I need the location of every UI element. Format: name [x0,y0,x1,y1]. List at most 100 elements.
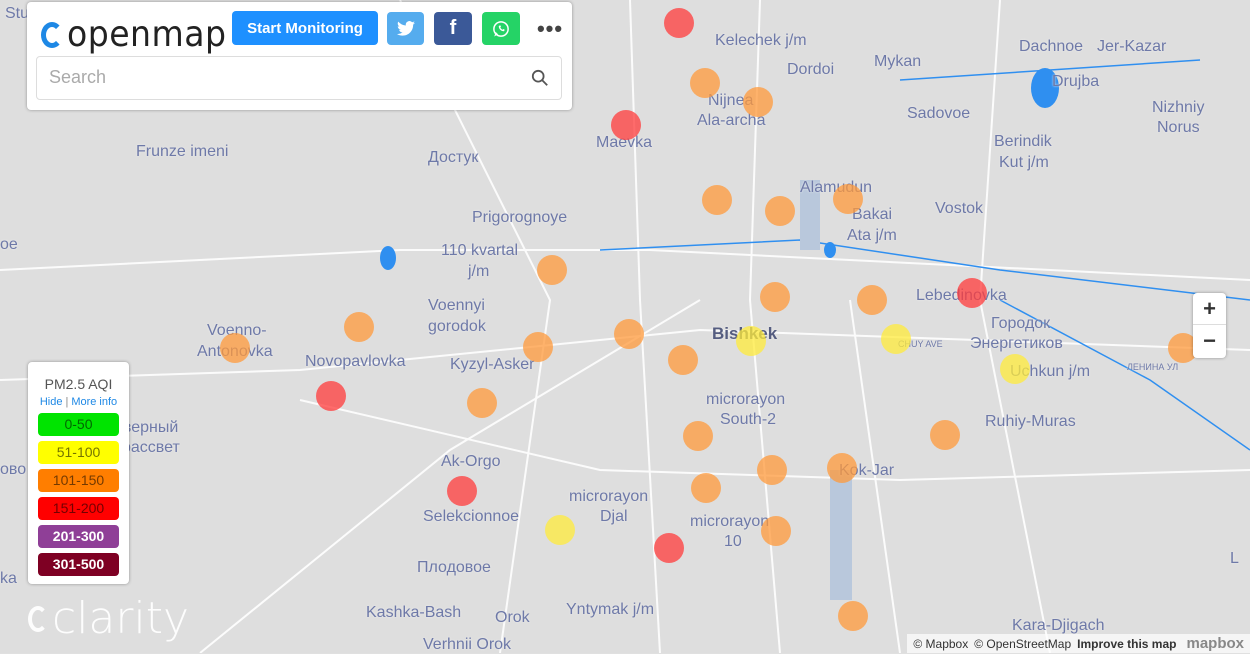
map-place-label: CHUY AVE [898,339,943,349]
clarity-logo-icon [28,605,48,632]
aqi-sensor-marker[interactable] [761,516,791,546]
whatsapp-icon [493,20,509,37]
aqi-sensor-marker[interactable] [220,333,250,363]
whatsapp-share-button[interactable] [482,12,520,45]
map-place-label: Mykan [874,53,922,70]
map-place-label: j/m [468,263,490,280]
more-options-button[interactable]: ••• [536,16,564,41]
aqi-sensor-marker[interactable] [447,476,477,506]
zoom-out-button[interactable]: − [1203,328,1216,353]
openmap-logo[interactable]: openmap [41,14,240,55]
aqi-sensor-marker[interactable] [757,455,787,485]
aqi-sensor-marker[interactable] [537,255,567,285]
map-place-label: Ata j/m [847,227,897,244]
aqi-sensor-marker[interactable] [957,278,987,308]
map-place-label: microrayon [706,391,786,408]
aqi-sensor-marker[interactable] [833,184,863,214]
map-place-label: Kyzyl-Asker [450,356,535,373]
map-place-label: Nijnea [708,92,754,109]
map-place-label: Городок [991,315,1051,332]
aqi-sensor-marker[interactable] [881,324,911,354]
mapbox-logo[interactable]: mapbox [1186,635,1244,652]
aqi-sensor-marker[interactable] [668,345,698,375]
aqi-sensor-marker[interactable] [523,332,553,362]
logo-text: openmap [67,14,227,55]
map-place-label: Norus [1157,119,1200,136]
aqi-sensor-marker[interactable] [760,282,790,312]
aqi-sensor-marker[interactable] [467,388,497,418]
legend-title: PM2.5 AQI [44,376,113,392]
map-place-label: Ala-archa [697,112,766,129]
map-place-label: Dachnoe [1019,38,1084,55]
legend-level: 51-100 [38,441,119,464]
map-place-label: Jer-Kazar [1097,38,1167,55]
map-place-label: Достук [428,149,479,166]
zoom-in-button[interactable]: + [1193,293,1226,325]
map-place-label: Bakai [852,206,893,223]
twitter-share-button[interactable] [387,12,424,45]
map-place-label: еверный [114,419,179,436]
search-box [36,56,562,100]
map-place-label: Stu [5,5,30,22]
facebook-icon: f [449,17,457,39]
legend-level: 0-50 [38,413,119,436]
legend-level: 301-500 [38,553,119,576]
aqi-sensor-marker[interactable] [316,381,346,411]
map-place-label: рассвет [122,439,180,456]
aqi-sensor-marker[interactable] [765,196,795,226]
map-place-label: Prigorognoye [472,209,568,226]
aqi-sensor-marker[interactable] [344,312,374,342]
aqi-sensor-marker[interactable] [838,601,868,631]
improve-map-link[interactable]: Improve this map [1077,636,1177,651]
aqi-sensor-marker[interactable] [1000,354,1030,384]
aqi-sensor-marker[interactable] [611,110,641,140]
aqi-sensor-marker[interactable] [690,68,720,98]
legend-level: 201-300 [38,525,119,548]
aqi-sensor-marker[interactable] [654,533,684,563]
map-place-label: Selekcionnoe [423,508,520,525]
map-place-label: Dordoi [787,61,835,78]
map-place-label: microrayon [569,488,649,505]
clarity-logo: clarity [28,593,189,644]
aqi-sensor-marker[interactable] [702,185,732,215]
aqi-sensor-marker[interactable] [614,319,644,349]
facebook-share-button[interactable]: f [434,12,472,45]
legend-more-info-link[interactable]: More info [71,396,118,408]
search-icon[interactable] [531,69,549,87]
map-place-label: Uchkun j/m [1010,363,1091,380]
map-place-label: Kut j/m [999,154,1049,171]
search-input[interactable] [49,57,519,97]
aqi-sensor-marker[interactable] [930,420,960,450]
map-place-label: ka [0,570,17,587]
aqi-legend: PM2.5 AQI Hide | More info 0-50 51-100 101-1… [28,362,129,584]
map-place-label: Djal [600,508,628,525]
map-place-label: gorodok [428,318,486,335]
aqi-sensor-marker[interactable] [683,421,713,451]
map-place-label: ово [0,461,27,478]
aqi-sensor-marker[interactable] [857,285,887,315]
map-place-label: Kashka-Bash [366,604,462,621]
mapbox-attribution-link[interactable]: © Mapbox [913,636,969,651]
map-place-label: oe [0,236,18,253]
aqi-sensor-marker[interactable] [545,515,575,545]
map-place-label: Voennyi [428,297,485,314]
map-place-label: Verhnii Orok [423,636,512,653]
legend-level: 101-150 [38,469,119,492]
map-place-label: ЛЕНИНА УЛ [1127,362,1179,372]
osm-attribution-link[interactable]: © OpenStreetMap [974,636,1072,651]
map-place-label: Энергетиков [970,335,1063,352]
aqi-sensor-marker[interactable] [736,326,766,356]
map-place-label: 10 [724,533,742,550]
aqi-sensor-marker[interactable] [691,473,721,503]
map-place-label: 110 kvartal [441,242,519,259]
map-place-label: Kara-Djigach [1012,617,1105,634]
start-monitoring-button[interactable]: Start Monitoring [232,11,378,45]
map-place-label: Ak-Orgo [441,453,501,470]
legend-hide-link[interactable]: Hide [39,396,63,408]
map-place-label: Novopavlovka [305,353,406,370]
aqi-sensor-marker[interactable] [664,8,694,38]
map-place-label: Ruhiy-Muras [985,413,1076,430]
aqi-sensor-marker[interactable] [743,87,773,117]
aqi-sensor-marker[interactable] [827,453,857,483]
